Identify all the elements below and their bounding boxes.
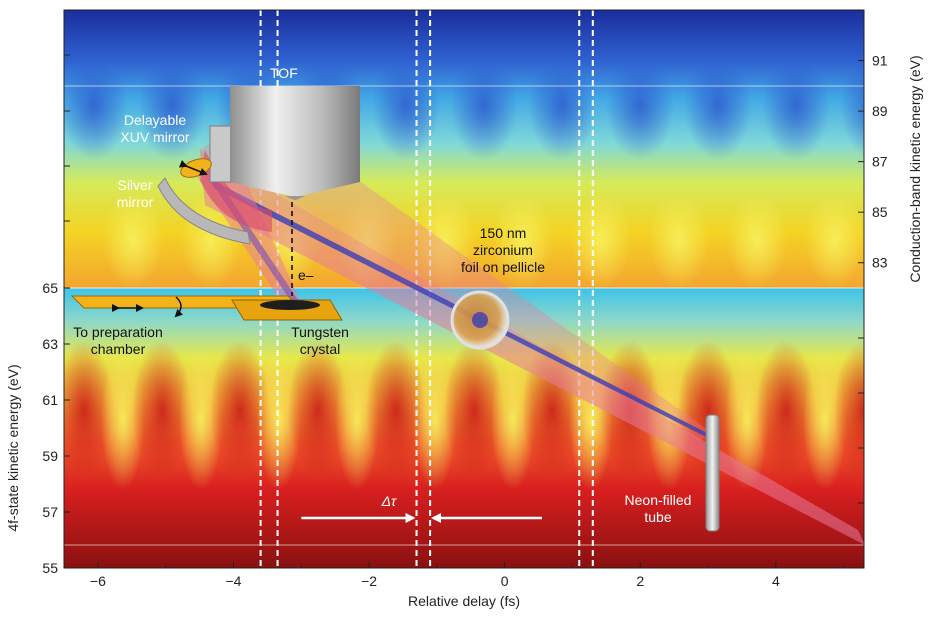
rod-rotation-arrow [174, 296, 184, 318]
delayable-mirror-label-1: Delayable [124, 112, 186, 128]
illustration-labels: TOF Delayable XUV mirror Silver mirror e… [73, 65, 691, 525]
y-right-tick-label: 87 [872, 154, 888, 170]
to-preparation-label-1: To preparation [73, 324, 163, 340]
x-tick-label: 2 [636, 573, 644, 589]
y-right-axis-title: Conduction-band kinetic energy (eV) [907, 55, 923, 282]
x-tick-label: −6 [90, 573, 106, 589]
x-axis-title: Relative delay (fs) [408, 593, 520, 609]
yellow-oscillation-lobe [103, 192, 163, 288]
red-oscillation-lobe [366, 340, 426, 480]
neon-filled-tube [705, 414, 720, 532]
silver-mirror-label-1: Silver [117, 177, 152, 193]
red-oscillation-lobe [444, 340, 504, 480]
zirconium-foil-center [472, 312, 488, 328]
yellow-oscillation-lobe [493, 192, 553, 288]
y-right-axis-ticks: 83 85 87 89 91 [858, 53, 888, 504]
neon-tube-label-2: tube [644, 509, 671, 525]
silver-mirror-label-2: mirror [117, 194, 154, 210]
red-oscillation-lobe [64, 340, 114, 480]
y-right-tick-label: 91 [872, 53, 888, 69]
blue-oscillation-lobe [372, 50, 440, 160]
y-left-tick-label: 57 [42, 504, 58, 520]
blue-oscillation-lobe [840, 52, 864, 158]
to-preparation-label-2: chamber [91, 341, 146, 357]
tungsten-label-2: crystal [300, 341, 340, 357]
blue-oscillation-lobe [450, 50, 518, 160]
zirconium-label-3: foil on pellicle [461, 259, 545, 275]
blue-oscillation-lobe [528, 50, 596, 160]
y-left-axis-title: 4f-state kinetic energy (eV) [5, 364, 21, 531]
y-left-tick-label: 59 [42, 448, 58, 464]
zirconium-label-2: zirconium [473, 242, 533, 258]
y-left-tick-label: 65 [42, 280, 58, 296]
blue-oscillation-lobe [138, 50, 206, 160]
x-tick-label: 0 [501, 573, 509, 589]
tungsten-label-1: Tungsten [291, 324, 349, 340]
xuv-mirror-housing [209, 125, 233, 183]
delta-tau-indicator: Δτ [301, 493, 542, 523]
apparatus-illustration [70, 86, 865, 545]
red-oscillation-lobe [132, 340, 192, 480]
mirror-motion-arrow [178, 160, 208, 176]
x-axis-ticks: −6 −4 −2 0 2 4 [90, 562, 845, 589]
red-oscillation-lobe [834, 340, 864, 480]
tof-nozzle [285, 196, 305, 200]
4f-state-oscillations [64, 340, 925, 490]
y-right-tick-label: 85 [872, 204, 888, 220]
yellow-oscillation-lobe [727, 192, 787, 288]
plot-frame [63, 9, 865, 569]
axes: −6 −4 −2 0 2 4 55 57 59 61 63 65 83 85 87 89 91 Relati… [5, 9, 923, 609]
y-left-axis-ticks: 55 57 59 61 63 65 [42, 54, 70, 576]
yellow-oscillation-lobe [881, 350, 925, 490]
ir-beam-upper [200, 110, 715, 440]
delayable-mirror-label-2: XUV mirror [120, 129, 190, 145]
red-oscillation-lobe [210, 340, 270, 480]
y-left-tick-label: 63 [42, 336, 58, 352]
red-oscillation-lobe [288, 340, 348, 480]
electron-label: e– [298, 267, 314, 283]
silver-mirror-face [200, 150, 272, 232]
blue-oscillation-lobe [762, 50, 830, 160]
blue-oscillation-lobe [64, 50, 128, 160]
y-right-tick-label: 89 [872, 103, 888, 119]
tof-body [230, 86, 360, 182]
yellow-oscillation-lobe [805, 192, 864, 288]
x-tick-label: −4 [226, 573, 242, 589]
blue-oscillation-lobe [606, 50, 674, 160]
delta-tau-label: Δτ [381, 493, 397, 509]
yellow-oscillation-lobe [649, 192, 709, 288]
y-right-tick-label: 83 [872, 255, 888, 271]
red-oscillation-lobe [756, 340, 816, 480]
blue-oscillation-lobe [684, 50, 752, 160]
x-tick-label: 4 [772, 573, 780, 589]
yellow-oscillation-lobe [571, 192, 631, 288]
tungsten-crystal [260, 300, 320, 310]
x-tick-label: −2 [361, 573, 377, 589]
silver-mirror [157, 177, 251, 245]
zirconium-label-1: 150 nm [480, 225, 527, 241]
y-left-tick-label: 55 [42, 560, 58, 576]
tof-cone [230, 182, 360, 196]
tof-label: TOF [270, 65, 298, 81]
y-left-tick-label: 61 [42, 392, 58, 408]
neon-tube-label-1: Neon-filled [625, 492, 692, 508]
